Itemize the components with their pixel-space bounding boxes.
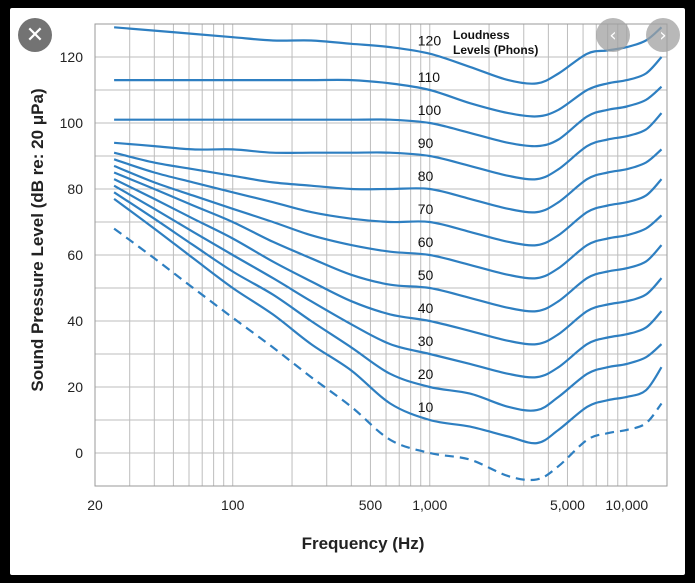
chart-card: 0 20 40 60 80 100 120 20 100 500 1,000 5,000 10,000… xyxy=(10,8,685,575)
loudness-curve-80 xyxy=(113,148,663,214)
curve-label-40: 40 xyxy=(418,300,434,316)
x-tick-label: 100 xyxy=(221,497,245,513)
curve-label-120: 120 xyxy=(418,33,442,49)
legend-title-line-1: Loudness xyxy=(453,28,510,42)
next-image-icon[interactable]: › xyxy=(646,18,680,52)
curve-labels: 120 110 100 90 80 70 60 50 40 30 20 10 xyxy=(418,33,442,415)
curve-label-90: 90 xyxy=(418,135,434,151)
y-tick-label: 0 xyxy=(75,445,83,461)
y-axis-ticks: 0 20 40 60 80 100 120 xyxy=(60,49,84,461)
y-tick-label: 100 xyxy=(60,115,84,131)
legend-title-line-2: Levels (Phons) xyxy=(453,43,538,57)
curve-label-60: 60 xyxy=(418,234,434,250)
x-tick-label: 10,000 xyxy=(605,497,648,513)
x-tick-label: 20 xyxy=(87,497,103,513)
loudness-curve-100 xyxy=(114,85,663,148)
loudness-curve-120 xyxy=(114,26,663,85)
previous-image-icon[interactable]: ‹ xyxy=(596,18,630,52)
loudness-curve-10 xyxy=(113,198,663,445)
loudness-curve-20 xyxy=(113,191,663,412)
curve-label-100: 100 xyxy=(418,102,442,118)
y-tick-label: 80 xyxy=(67,181,83,197)
curve-label-110: 110 xyxy=(418,69,441,85)
x-axis-ticks: 20 100 500 1,000 5,000 10,000 xyxy=(87,497,648,513)
equal-loudness-chart: 0 20 40 60 80 100 120 20 100 500 1,000 5,000 10,000… xyxy=(28,23,668,553)
curve-label-30: 30 xyxy=(418,333,434,349)
x-tick-label: 500 xyxy=(359,497,383,513)
hearing-threshold-curve xyxy=(113,227,663,482)
loudness-curve-70 xyxy=(113,158,663,247)
loudness-curve-60 xyxy=(113,164,663,280)
curve-label-70: 70 xyxy=(418,201,434,217)
x-axis-label: Frequency (Hz) xyxy=(302,534,425,553)
y-tick-label: 120 xyxy=(60,49,84,65)
close-icon[interactable]: ✕ xyxy=(18,18,52,52)
x-tick-label: 1,000 xyxy=(412,497,447,513)
plot-frame xyxy=(94,23,668,487)
loudness-curves xyxy=(113,26,663,482)
loudness-curve-110 xyxy=(114,56,663,118)
y-tick-label: 40 xyxy=(67,313,83,329)
y-tick-label: 60 xyxy=(67,247,83,263)
loudness-curve-40 xyxy=(113,178,663,346)
curve-label-20: 20 xyxy=(418,366,434,382)
loudness-curve-90 xyxy=(114,112,663,181)
y-axis-label: Sound Pressure Level (dB re: 20 μPa) xyxy=(28,88,47,391)
loudness-curve-50 xyxy=(113,171,663,313)
curve-label-80: 80 xyxy=(418,168,434,184)
curve-label-10: 10 xyxy=(418,399,434,415)
loudness-curve-30 xyxy=(113,184,663,379)
y-tick-label: 20 xyxy=(67,379,83,395)
x-tick-label: 5,000 xyxy=(550,497,585,513)
curve-label-50: 50 xyxy=(418,267,434,283)
